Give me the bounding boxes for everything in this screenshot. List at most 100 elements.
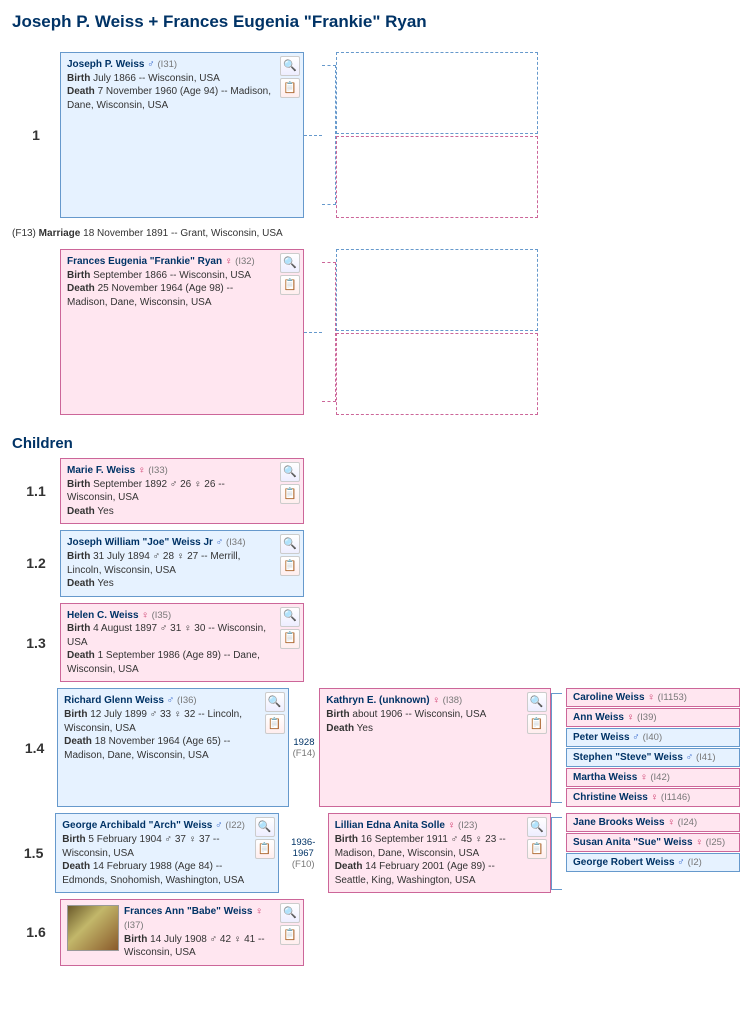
male-icon: ♂ xyxy=(215,820,223,831)
person-id: (I31) xyxy=(158,59,178,70)
person-name-link[interactable]: Jane Brooks Weiss xyxy=(573,817,665,828)
child-number: 1.2 xyxy=(12,530,60,596)
person-name-link[interactable]: Stephen "Steve" Weiss xyxy=(573,752,683,763)
zoom-icon[interactable]: 🔍 xyxy=(280,253,300,273)
person-card[interactable]: 🔍📋 Richard Glenn Weiss ♂ (I36) Birth 12 … xyxy=(57,688,288,807)
female-icon: ♀ xyxy=(448,820,456,831)
pedigree-icon[interactable]: 📋 xyxy=(280,275,300,295)
person-name-link[interactable]: George Robert Weiss xyxy=(573,857,675,868)
pedigree-icon[interactable]: 📋 xyxy=(280,629,300,649)
pedigree-icon[interactable]: 📋 xyxy=(265,714,285,734)
grandchild-card[interactable]: Christine Weiss ♀ (I1146) xyxy=(566,788,740,807)
grandchild-card[interactable]: Martha Weiss ♀ (I42) xyxy=(566,768,740,787)
connector-line xyxy=(304,249,322,415)
female-icon: ♀ xyxy=(651,792,659,803)
person-name-link[interactable]: Marie F. Weiss xyxy=(67,465,135,476)
person-name-link[interactable]: Lillian Edna Anita Solle xyxy=(335,820,445,831)
male-icon: ♂ xyxy=(167,695,175,706)
child-number: 1.6 xyxy=(12,899,60,965)
child-number: 1.4 xyxy=(12,688,57,807)
male-icon: ♂ xyxy=(216,537,224,548)
person-name-link[interactable]: Peter Weiss xyxy=(573,732,630,743)
person-id: (I41) xyxy=(696,752,716,763)
pedigree-icon[interactable]: 📋 xyxy=(255,839,275,859)
pedigree-icon[interactable]: 📋 xyxy=(527,839,547,859)
person-name-link[interactable]: Ann Weiss xyxy=(573,712,624,723)
pedigree-icon[interactable]: 📋 xyxy=(280,556,300,576)
grandchild-card[interactable]: George Robert Weiss ♂ (I2) xyxy=(566,853,740,872)
person-name-link[interactable]: Joseph William "Joe" Weiss Jr xyxy=(67,537,213,548)
grandchild-card[interactable]: Caroline Weiss ♀ (I1153) xyxy=(566,688,740,707)
zoom-icon[interactable]: 🔍 xyxy=(280,903,300,923)
person-name-link[interactable]: Joseph P. Weiss xyxy=(67,59,144,70)
grandchild-card[interactable]: Susan Anita "Sue" Weiss ♀ (I25) xyxy=(566,833,740,852)
grandchild-card[interactable]: Ann Weiss ♀ (I39) xyxy=(566,708,740,727)
person-name-link[interactable]: Susan Anita "Sue" Weiss xyxy=(573,837,693,848)
person-id: (I42) xyxy=(650,772,670,783)
zoom-icon[interactable]: 🔍 xyxy=(255,817,275,837)
family-link[interactable]: 1928(F14) xyxy=(289,688,320,807)
children-heading: Children xyxy=(12,435,740,452)
person-id: (I1146) xyxy=(661,792,690,803)
person-name-link[interactable]: Frances Ann "Babe" Weiss xyxy=(124,906,252,917)
person-id: (I25) xyxy=(706,837,726,848)
female-icon: ♀ xyxy=(640,772,648,783)
marriage-line: (F13) Marriage 18 November 1891 -- Grant… xyxy=(12,228,740,239)
zoom-icon[interactable]: 🔍 xyxy=(265,692,285,712)
person-name-link[interactable]: Helen C. Weiss xyxy=(67,610,139,621)
person-name-link[interactable]: Christine Weiss xyxy=(573,792,648,803)
female-icon: ♀ xyxy=(695,837,703,848)
zoom-icon[interactable]: 🔍 xyxy=(280,56,300,76)
person-name-link[interactable]: Kathryn E. (unknown) xyxy=(326,695,429,706)
female-icon: ♀ xyxy=(138,465,146,476)
person-id: (I24) xyxy=(678,817,698,828)
person-name-link[interactable]: Caroline Weiss xyxy=(573,692,645,703)
person-id: (I37) xyxy=(124,920,144,931)
male-icon: ♂ xyxy=(147,59,155,70)
person-card[interactable]: 🔍📋 George Archibald "Arch" Weiss ♂ (I22)… xyxy=(55,813,278,893)
male-icon: ♂ xyxy=(686,752,694,763)
person-card[interactable]: 🔍📋 Helen C. Weiss ♀ (I35) Birth 4 August… xyxy=(60,603,304,683)
person-id: (I34) xyxy=(226,537,246,548)
grandchild-card[interactable]: Stephen "Steve" Weiss ♂ (I41) xyxy=(566,748,740,767)
pedigree-icon[interactable]: 📋 xyxy=(280,484,300,504)
person-card[interactable]: 🔍📋 Joseph William "Joe" Weiss Jr ♂ (I34)… xyxy=(60,530,304,596)
person-card[interactable]: 🔍📋 Lillian Edna Anita Solle ♀ (I23) Birt… xyxy=(328,813,551,893)
person-id: (I2) xyxy=(688,857,702,868)
person-card-mother[interactable]: 🔍 📋 Frances Eugenia "Frankie" Ryan ♀ (I3… xyxy=(60,249,304,415)
zoom-icon[interactable]: 🔍 xyxy=(280,607,300,627)
ancestor-placeholder xyxy=(336,136,538,218)
zoom-icon[interactable]: 🔍 xyxy=(280,462,300,482)
person-name-link[interactable]: George Archibald "Arch" Weiss xyxy=(62,820,212,831)
male-icon: ♂ xyxy=(632,732,640,743)
page-title: Joseph P. Weiss + Frances Eugenia "Frank… xyxy=(12,12,740,32)
zoom-icon[interactable]: 🔍 xyxy=(280,534,300,554)
person-name-link[interactable]: Richard Glenn Weiss xyxy=(64,695,164,706)
female-icon: ♀ xyxy=(432,695,440,706)
family-tree: 1 🔍 📋 Joseph P. Weiss ♂ (I31) Birth July… xyxy=(12,52,740,966)
ancestor-placeholder xyxy=(336,52,538,134)
zoom-icon[interactable]: 🔍 xyxy=(527,692,547,712)
death-text: 7 November 1960 (Age 94) -- Madison, Dan… xyxy=(67,86,271,111)
person-name-link[interactable]: Martha Weiss xyxy=(573,772,637,783)
zoom-icon[interactable]: 🔍 xyxy=(527,817,547,837)
person-card[interactable]: 🔍📋 Marie F. Weiss ♀ (I33) Birth Septembe… xyxy=(60,458,304,524)
person-card-father[interactable]: 🔍 📋 Joseph P. Weiss ♂ (I31) Birth July 1… xyxy=(60,52,304,218)
pedigree-icon[interactable]: 📋 xyxy=(280,925,300,945)
ancestor-placeholder xyxy=(336,333,538,415)
person-card[interactable]: 🔍📋 Frances Ann "Babe" Weiss ♀ (I37) Birt… xyxy=(60,899,304,965)
pedigree-icon[interactable]: 📋 xyxy=(280,78,300,98)
photo-thumbnail[interactable] xyxy=(67,905,119,951)
family-link[interactable]: 1936-1967(F10) xyxy=(279,813,328,893)
person-card[interactable]: 🔍📋 Kathryn E. (unknown) ♀ (I38) Birth ab… xyxy=(319,688,550,807)
person-id: (I40) xyxy=(643,732,663,743)
ancestor-placeholder xyxy=(336,249,538,331)
pedigree-icon[interactable]: 📋 xyxy=(527,714,547,734)
person-name-link[interactable]: Frances Eugenia "Frankie" Ryan xyxy=(67,256,222,267)
grandchild-card[interactable]: Peter Weiss ♂ (I40) xyxy=(566,728,740,747)
female-icon: ♀ xyxy=(667,817,675,828)
person-id: (I33) xyxy=(148,465,168,476)
grandchild-card[interactable]: Jane Brooks Weiss ♀ (I24) xyxy=(566,813,740,832)
parent-number: 1 xyxy=(12,52,60,218)
person-id: (I1153) xyxy=(658,692,687,703)
